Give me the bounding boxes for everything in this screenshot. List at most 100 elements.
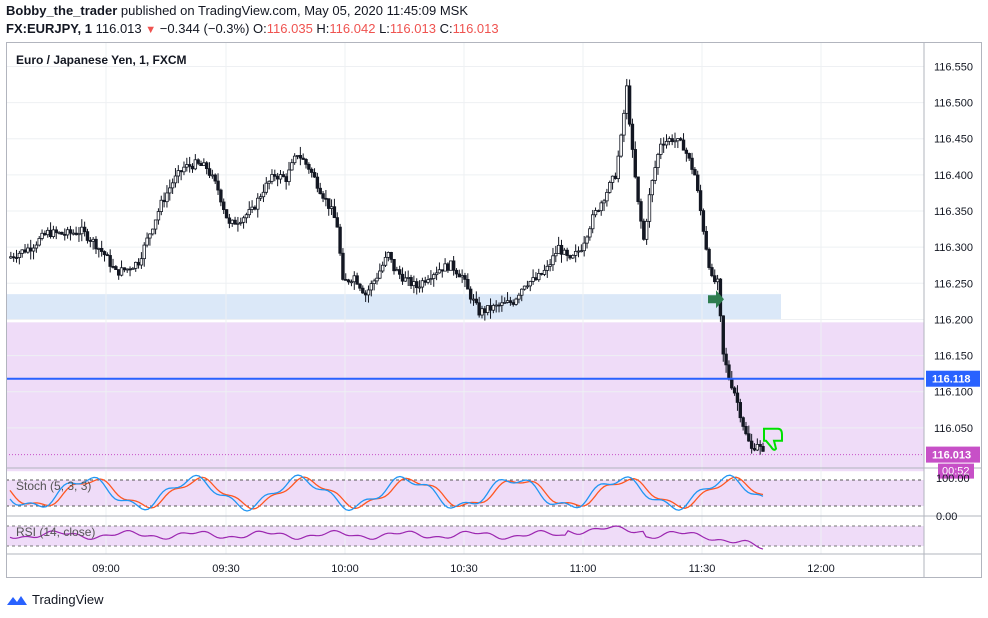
open-label: O: (253, 21, 267, 36)
candle-body (619, 134, 623, 157)
candle (670, 134, 674, 146)
candle-body (588, 228, 592, 238)
chart-area[interactable]: 09:00 09:30 10:00 10:30 11:00 11:30 12:00 116.5… (6, 42, 982, 578)
candle (619, 133, 623, 158)
candle-body (664, 140, 669, 146)
candle-body (749, 440, 754, 449)
candle-body (119, 267, 124, 276)
candle (241, 215, 246, 229)
candle-body (281, 174, 286, 178)
author-name[interactable]: Bobby_the_trader (6, 3, 118, 18)
candle (298, 146, 303, 166)
candle-body (732, 387, 737, 394)
candle-body (693, 169, 697, 176)
price-tick-label: 116.100 (934, 387, 973, 399)
candle-body (503, 302, 507, 304)
candle-body (392, 258, 396, 272)
rsi-band (6, 526, 924, 546)
candle (514, 297, 518, 306)
candle (170, 178, 175, 194)
candle-body (148, 233, 152, 239)
candle (650, 179, 655, 203)
chart-frame (6, 42, 982, 578)
candle-body (338, 226, 342, 254)
candle-body (491, 305, 496, 311)
time-tick-label: 09:00 (92, 563, 120, 575)
candle (653, 160, 657, 185)
candle-body (304, 159, 308, 165)
candle-body (236, 222, 240, 225)
candle (429, 270, 433, 286)
candle-body (204, 162, 209, 170)
candle-body (292, 155, 297, 164)
candlestick-series (9, 78, 765, 455)
candle (755, 438, 760, 452)
candle-body (466, 279, 470, 290)
candle (207, 162, 212, 179)
candle-body (429, 278, 433, 281)
price-tick-label: 116.150 (934, 351, 973, 363)
candle-body (145, 237, 149, 246)
candle (219, 188, 223, 207)
candle-body (372, 280, 376, 285)
candle-body (517, 294, 521, 300)
close-value: 116.013 (452, 21, 499, 36)
thumbs-down-icon (763, 427, 783, 451)
candle-body (298, 155, 303, 159)
candle-body (738, 402, 742, 419)
candle (173, 168, 178, 188)
candle-body (37, 238, 41, 246)
candle (738, 398, 742, 423)
candle-body (196, 159, 200, 164)
candle (696, 170, 700, 193)
candle (545, 260, 549, 278)
candle (415, 278, 419, 295)
candle (704, 226, 708, 251)
price-tick-label: 116.250 (934, 278, 973, 290)
candle (579, 244, 584, 253)
candle (159, 195, 163, 216)
candle-body (451, 260, 456, 271)
candle (213, 173, 217, 185)
candle (454, 268, 459, 279)
candle (204, 161, 209, 175)
candle (664, 134, 669, 149)
candle (31, 244, 36, 260)
candle (258, 193, 263, 202)
countdown-label: 00:52 (942, 466, 970, 478)
candle (747, 425, 751, 442)
candle (366, 285, 371, 303)
candle (270, 169, 274, 185)
candle-body (687, 153, 691, 159)
candle-body (307, 163, 311, 170)
candle-body (636, 176, 640, 202)
candle-body (500, 302, 504, 306)
candle-body (68, 229, 73, 234)
stoch-band (6, 480, 924, 506)
candle-body (94, 238, 98, 250)
time-tick-label: 11:30 (689, 563, 716, 575)
candle (114, 265, 118, 270)
candle (693, 167, 697, 176)
candle-body (159, 199, 163, 212)
candle-body (548, 264, 552, 267)
candle-body (358, 283, 362, 289)
candle-body (554, 253, 558, 257)
candle (338, 223, 342, 256)
candle-body (40, 232, 44, 239)
candle-body (590, 214, 595, 230)
ohlc-legend: FX:EURJPY, 1 116.013 ▼ −0.344 (−0.3%) O:… (6, 21, 499, 36)
candle-body (573, 250, 578, 256)
symbol-label: FX:EURJPY, 1 (6, 21, 92, 36)
tradingview-logo[interactable]: TradingView (6, 592, 104, 607)
candle (341, 248, 345, 281)
candle-body (264, 182, 268, 193)
candle (94, 236, 98, 254)
price-tick-label: 116.450 (934, 134, 973, 146)
candle (630, 118, 635, 158)
close-label: C: (439, 21, 453, 36)
candle-body (397, 269, 402, 275)
candle (264, 177, 268, 195)
candle (474, 291, 479, 305)
candle-body (213, 174, 217, 182)
